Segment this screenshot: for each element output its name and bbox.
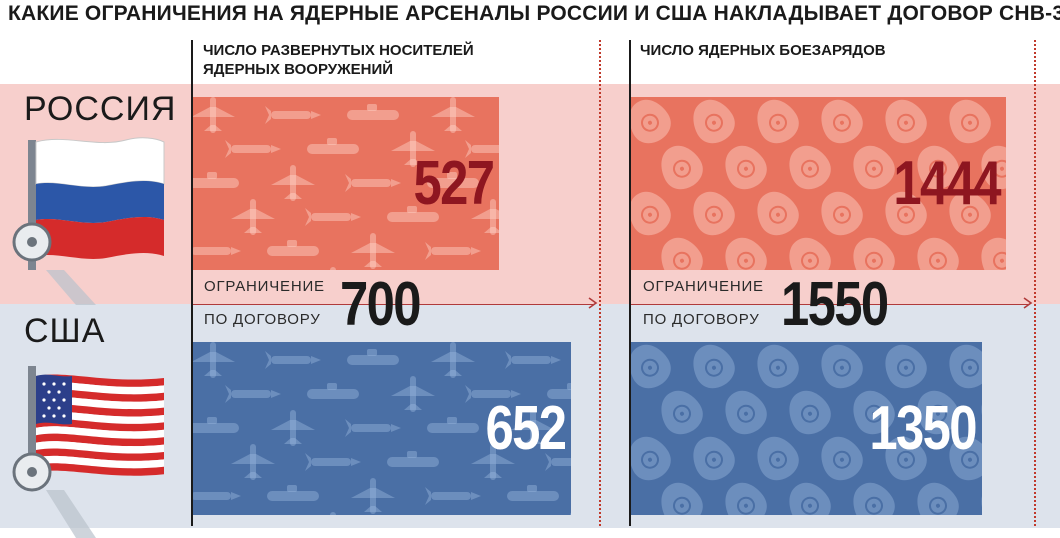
warheads-limit-line bbox=[631, 304, 1028, 305]
russia-flag-icon bbox=[12, 137, 165, 305]
carriers-limit-arrow-icon bbox=[588, 297, 598, 309]
warhead-pattern-icon bbox=[631, 99, 1006, 270]
warheads-axis-line bbox=[629, 40, 631, 526]
bar-russia-carriers: 527 bbox=[193, 97, 499, 270]
carriers-header-line2: ЯДЕРНЫХ ВООРУЖЕНИЙ bbox=[203, 61, 394, 78]
warhead-pattern-icon bbox=[631, 344, 982, 515]
bar-value-usa-warheads: 1350 bbox=[869, 394, 977, 463]
carriers-limit-value: 700 bbox=[340, 270, 422, 339]
bar-usa-warheads: 1350 bbox=[631, 342, 982, 515]
carriers-column-header: ЧИСЛО РАЗВЕРНУТЫХ НОСИТЕЛЕЙ ЯДЕРНЫХ ВООР… bbox=[203, 41, 474, 79]
warheads-limit-arrow-icon bbox=[1023, 297, 1033, 309]
carriers-header-line1: ЧИСЛО РАЗВЕРНУТЫХ НОСИТЕЛЕЙ bbox=[203, 42, 474, 59]
warheads-limit-label-1: ОГРАНИЧЕНИЕ bbox=[643, 278, 764, 295]
warheads-limit-dotted-line bbox=[1034, 40, 1036, 526]
bar-russia-warheads: 1444 bbox=[631, 97, 1006, 270]
warheads-column-header: ЧИСЛО ЯДЕРНЫХ БОЕЗАРЯДОВ bbox=[640, 41, 886, 60]
bar-value-russia-carriers: 527 bbox=[413, 149, 495, 218]
bar-value-usa-carriers: 652 bbox=[485, 394, 567, 463]
warheads-limit-label-2: ПО ДОГОВОРУ bbox=[643, 311, 760, 328]
country-label-usa: США bbox=[24, 312, 106, 350]
usa-flag-icon bbox=[12, 366, 164, 538]
bar-value-russia-warheads: 1444 bbox=[893, 149, 1001, 218]
warheads-limit-value: 1550 bbox=[781, 270, 889, 339]
page-title: КАКИЕ ОГРАНИЧЕНИЯ НА ЯДЕРНЫЕ АРСЕНАЛЫ РО… bbox=[8, 2, 1060, 25]
carriers-pattern-icon bbox=[193, 342, 571, 515]
carriers-limit-label-1: ОГРАНИЧЕНИЕ bbox=[204, 278, 325, 295]
carriers-limit-label-2: ПО ДОГОВОРУ bbox=[204, 311, 321, 328]
country-label-russia: РОССИЯ bbox=[24, 90, 177, 128]
carriers-axis-line bbox=[191, 40, 193, 526]
warheads-header-line1: ЧИСЛО ЯДЕРНЫХ БОЕЗАРЯДОВ bbox=[640, 42, 886, 59]
carriers-pattern-icon bbox=[193, 97, 499, 270]
bar-usa-carriers: 652 bbox=[193, 342, 571, 515]
carriers-limit-line bbox=[193, 304, 593, 305]
carriers-limit-dotted-line bbox=[599, 40, 601, 526]
